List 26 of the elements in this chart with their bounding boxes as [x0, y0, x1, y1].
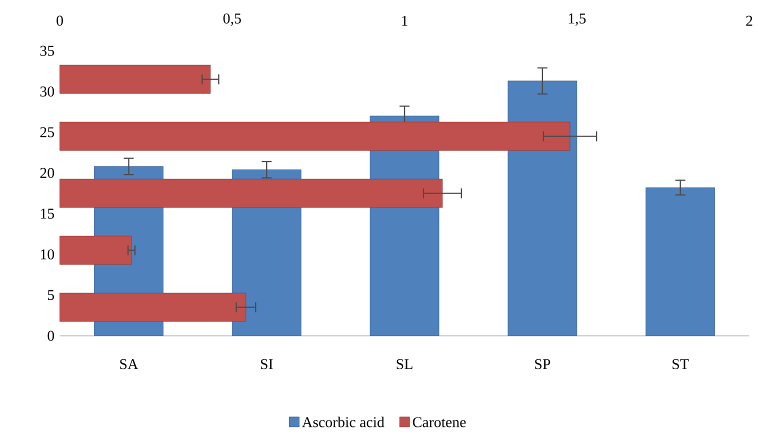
legend-label: Ascorbic acid: [302, 416, 384, 428]
x-tick-label: SA: [120, 358, 138, 369]
bar: [646, 187, 716, 336]
x-tick-label: 2: [746, 16, 752, 26]
bar: [60, 64, 211, 94]
y-tick-label: 10: [40, 249, 54, 260]
x-tick-label: SP: [535, 358, 550, 369]
x-tick-label: 1,5: [568, 13, 586, 26]
y-tick-label: 20: [40, 168, 54, 178]
x-tick-label: SL: [396, 358, 412, 369]
y-tick-label: 35: [40, 46, 54, 56]
x-tick-label: 0,5: [223, 13, 241, 26]
x-tick-label: SI: [260, 358, 273, 369]
y-tick-label: 0: [48, 330, 54, 341]
bar: [60, 178, 443, 208]
bar: [60, 292, 246, 322]
bar: [60, 122, 570, 151]
y-tick-label: 25: [40, 127, 54, 138]
legend-label: Carotene: [412, 417, 466, 428]
x-tick-label: 1: [402, 16, 408, 26]
x-tick-label: 0: [56, 15, 63, 26]
y-tick-label: 15: [40, 208, 54, 218]
x-tick-label: ST: [672, 358, 689, 369]
y-tick-label: 5: [48, 290, 54, 300]
bar: [60, 236, 132, 265]
y-tick-label: 30: [40, 86, 54, 96]
